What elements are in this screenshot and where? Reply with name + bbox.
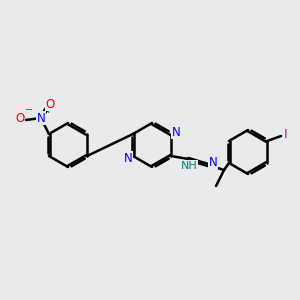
Text: N: N: [37, 112, 45, 124]
Text: N: N: [124, 152, 132, 164]
Text: N: N: [209, 155, 218, 169]
Text: −: −: [25, 105, 33, 115]
Text: NH: NH: [181, 161, 197, 171]
Text: N: N: [172, 125, 180, 139]
Text: I: I: [284, 128, 288, 142]
Text: O: O: [15, 112, 25, 125]
Text: +: +: [44, 106, 51, 115]
Text: O: O: [45, 98, 55, 110]
